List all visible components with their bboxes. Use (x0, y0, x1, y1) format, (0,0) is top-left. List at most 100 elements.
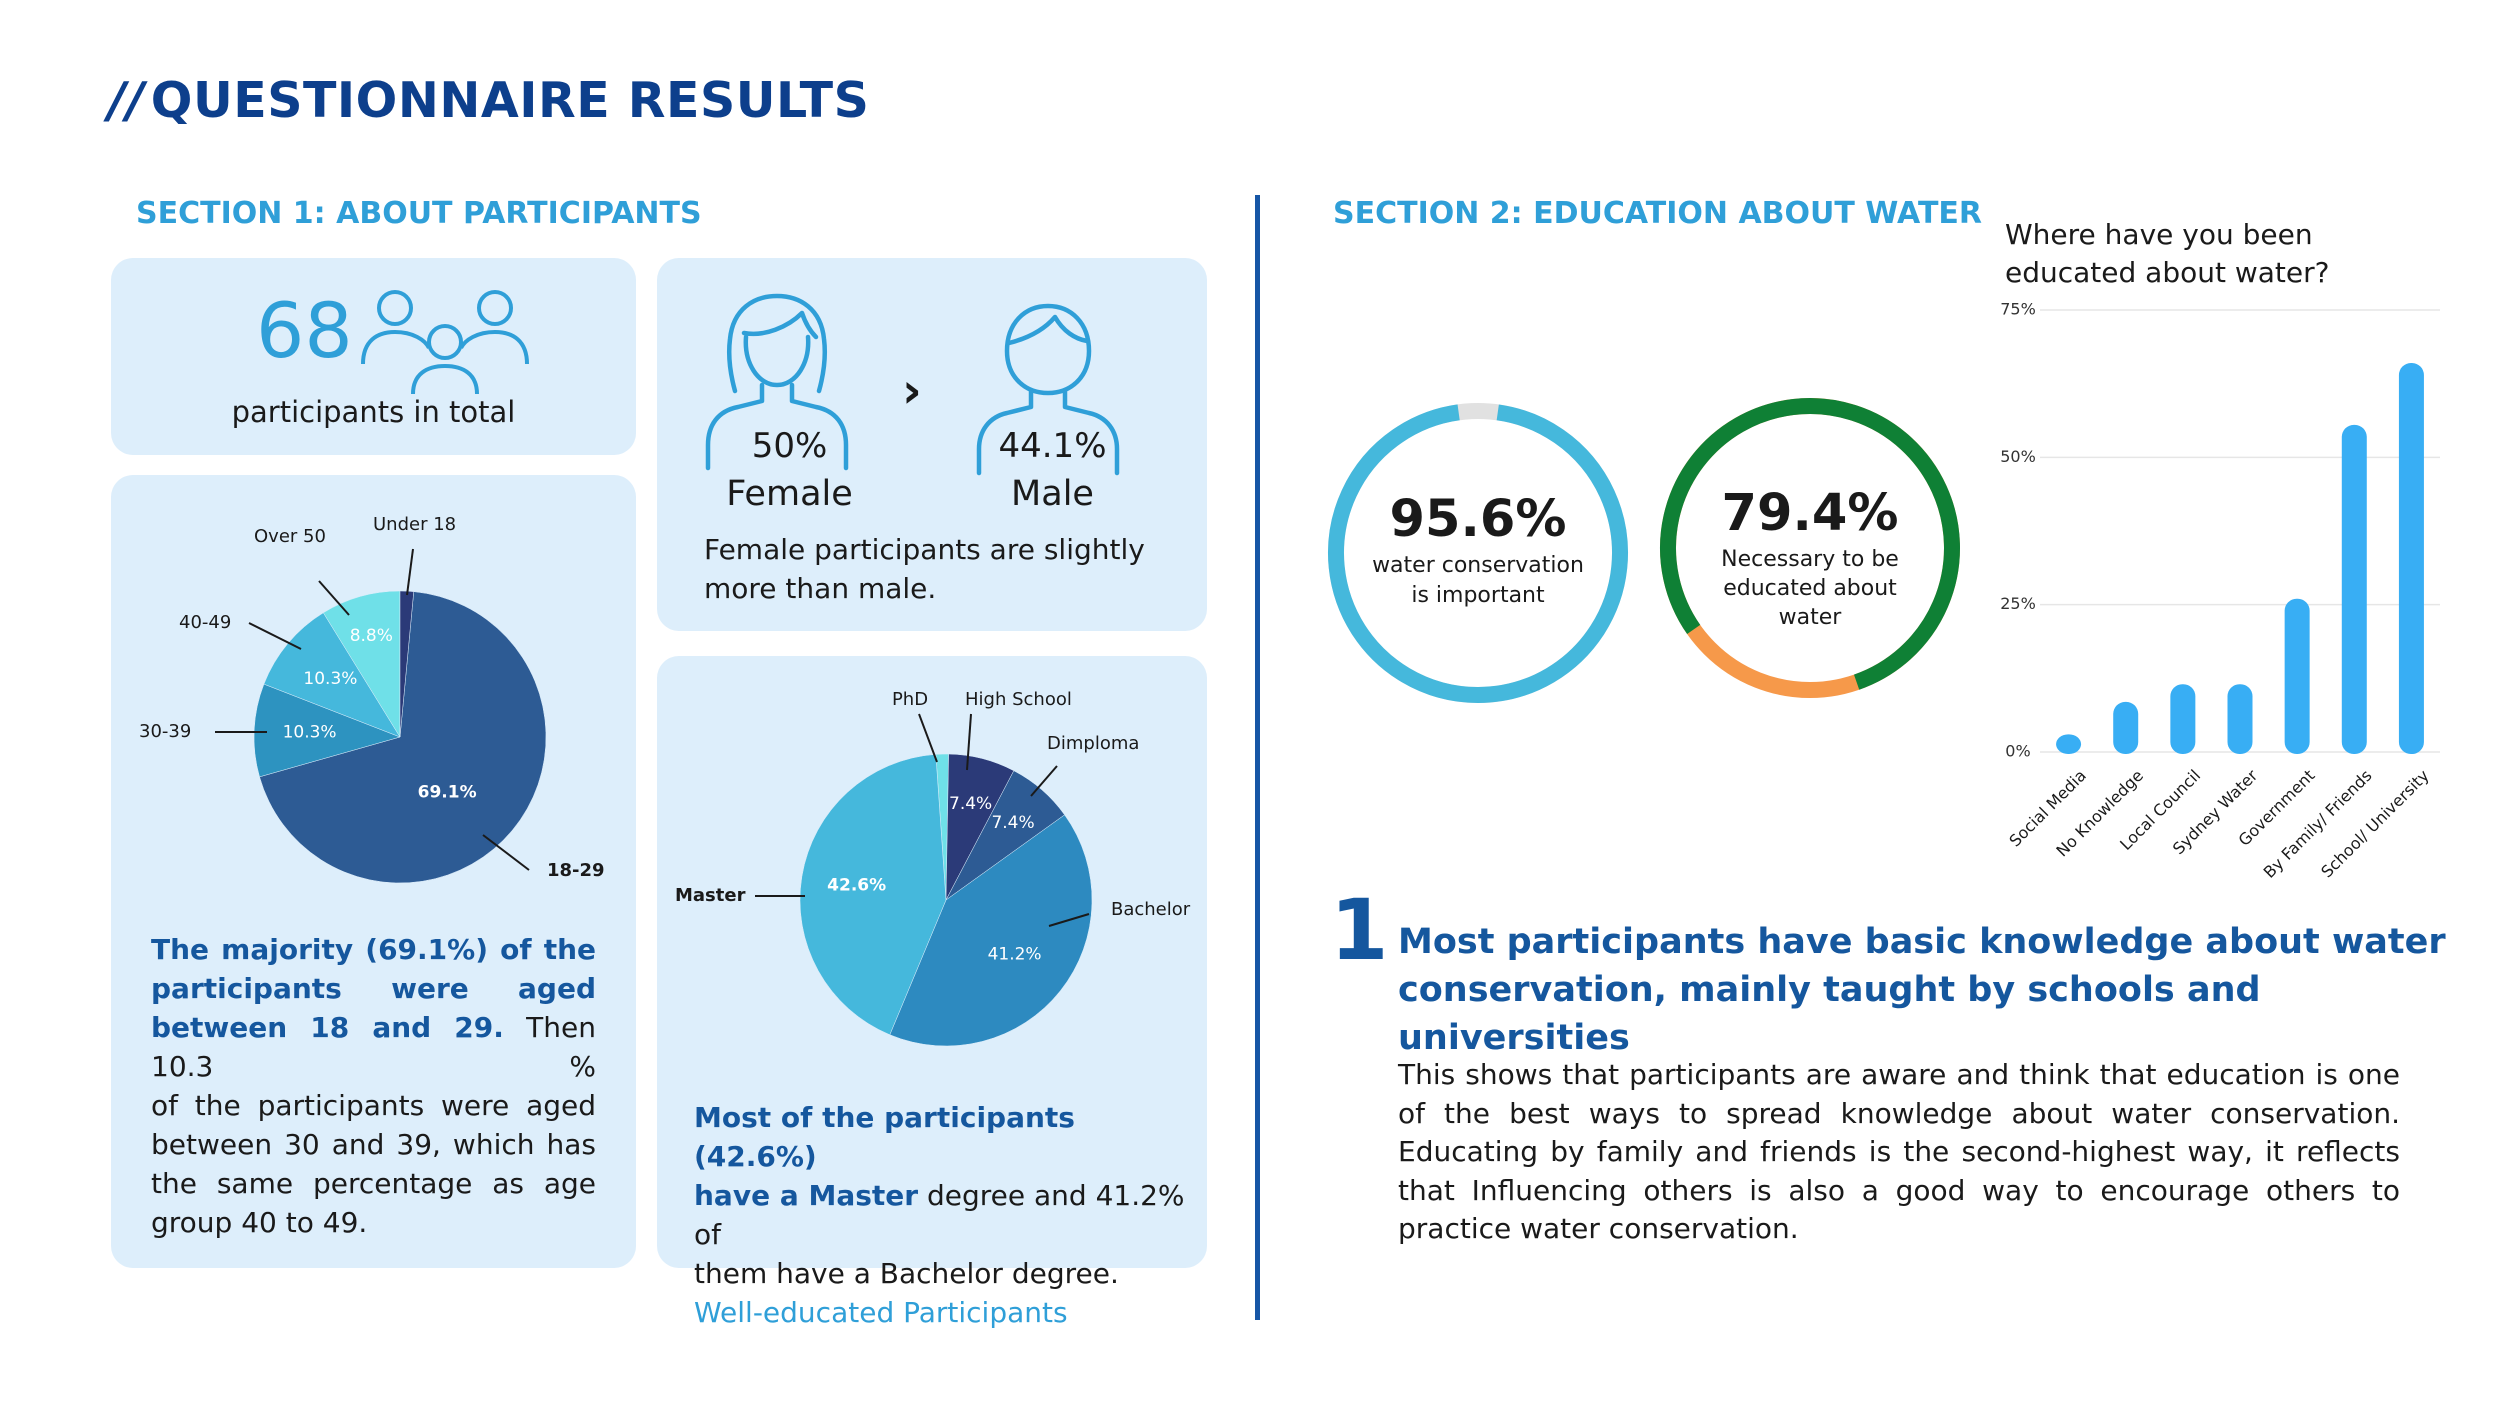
y-tick-label: 75% (2000, 300, 2036, 319)
callout-line (318, 580, 350, 616)
finding-body-line: This shows that participants are aware a… (1398, 1058, 2400, 1091)
pie-slice-bachelor (889, 814, 1093, 1047)
bar-local-council (2170, 684, 2196, 754)
ring1-label-line: is important (1411, 583, 1545, 608)
pie-slice-label: 10.3% (283, 723, 337, 743)
bar-chart-title: Where have you been educated about water… (2005, 216, 2330, 292)
finding-heading: Most participants have basic knowledge a… (1398, 918, 2446, 1062)
callout-line (1048, 913, 1090, 927)
bar-school-university (2398, 363, 2424, 754)
pie-slice-label: 10.3% (303, 669, 357, 689)
education-summary-line: have a Master degree and 41.2% of (694, 1179, 1185, 1251)
bar-by-family-friends (2341, 424, 2367, 754)
finding-number: 1 (1330, 881, 1389, 979)
gender-comparator: › (902, 363, 922, 419)
y-tick-label: 25% (2000, 594, 2036, 613)
bar-social-media (2056, 734, 2082, 754)
category-label: Under 18 (373, 514, 456, 535)
page-title: //QUESTIONNAIRE RESULTS (108, 72, 869, 129)
y-tick-label: 50% (2000, 447, 2036, 466)
gender-card: › 50% Female 44.1% Male Female participa… (657, 258, 1207, 631)
finding-body-line: of the best ways to spread knowledge abo… (1398, 1096, 2400, 1130)
people-icon (361, 290, 529, 395)
finding-body: This shows that participants are aware a… (1398, 1056, 2400, 1249)
education-pie-chart: 7.4%7.4% 41.2% 42.6% PhD High School Dimploma… (675, 689, 1191, 1047)
pie-slice-label: 69.1% (418, 783, 477, 803)
section1-heading: SECTION 1: ABOUT PARTICIPANTS (136, 196, 702, 231)
ring2-label-line: educated about (1723, 576, 1897, 601)
category-label: 18-29 (547, 860, 605, 881)
education-card: 7.4% 7.4% 41.2% 42.6% PhD High School Dimploma… (657, 656, 1207, 1329)
y-tick-label: 0% (2005, 742, 2030, 761)
finding-body-line: that Influencing others is also a good w… (1398, 1173, 2400, 1207)
participants-count: 68 (256, 286, 353, 375)
ring2-label: Necessary to be educated about water (1650, 545, 1970, 632)
age-card: 69.1% 10.3% 10.3% 8.8% 18-29 30-39 40-49 Over 5… (111, 475, 636, 1268)
callout-line (482, 834, 530, 871)
ring-necessary-educated (1660, 398, 1960, 698)
callout-line (918, 713, 938, 763)
ring1-label-line: water conservation (1372, 553, 1584, 578)
finding-heading-line: conservation, mainly taught by schools a… (1398, 970, 2261, 1010)
title-text: QUESTIONNAIRE RESULTS (150, 72, 870, 129)
education-summary-line: them have a Bachelor degree. (694, 1257, 1119, 1290)
age-summary: The majority (69.1%) of the participants… (151, 930, 596, 1242)
section2-heading: SECTION 2: EDUCATION ABOUT WATER (1333, 196, 1982, 231)
education-summary: Most of the participants (42.6%) have a … (694, 1098, 1207, 1332)
bar-no-knowledge (2113, 701, 2139, 754)
category-label: Master (675, 885, 746, 906)
pie-slice-30-39 (253, 683, 401, 778)
callout-line (248, 622, 302, 650)
participants-card: 68 participants in total (111, 258, 636, 455)
category-label: Dimploma (1047, 733, 1139, 754)
category-label: PhD (892, 689, 928, 710)
title-slashes: // (108, 72, 145, 129)
pie-slice-18-29 (259, 591, 547, 884)
male-label: Male (1011, 474, 1094, 514)
pie-slice-master (799, 754, 947, 1036)
bar-sydney-water (2227, 684, 2253, 754)
ring2-label-line: Necessary to be (1721, 547, 1899, 572)
ring2-label-line: water (1778, 605, 1842, 630)
pie-slice-label: 7.4% (991, 813, 1034, 833)
ring1-value: 95.6% (1389, 490, 1567, 549)
age-summary-line: between 18 and 29. Then 10.3 % (151, 1011, 596, 1083)
age-pie-chart: 69.1% 10.3% 10.3% 8.8% 18-29 30-39 40-49 Over 5… (139, 514, 605, 884)
age-summary-line: between 30 and 39, which has (151, 1128, 596, 1161)
male-icon (976, 303, 1120, 476)
education-tagline: Well-educated Participants (694, 1296, 1068, 1329)
female-icon (705, 293, 849, 471)
pie-slice-40-49 (263, 612, 401, 738)
gender-note-line: more than male. (704, 572, 937, 605)
male-percent: 44.1% (998, 426, 1107, 466)
callout-line (406, 548, 414, 596)
age-summary-line: the same percentage as age (151, 1167, 596, 1200)
bar-chart-title-line: Where have you been (2005, 218, 2313, 251)
education-summary-line: Most of the participants (42.6%) (694, 1101, 1075, 1173)
bar-chart-title-line: educated about water? (2005, 256, 2330, 289)
finding-heading-line: Most participants have basic knowledge a… (1398, 922, 2446, 962)
ring2-value-arc (1660, 398, 1960, 690)
gender-note-line: Female participants are slightly (704, 533, 1145, 566)
x-tick-label: School/ University (2317, 766, 2432, 881)
pie-slice-label: 8.8% (350, 626, 393, 646)
age-summary-line: of the participants were aged (151, 1089, 596, 1122)
category-label: High School (965, 689, 1072, 710)
pie-slice-label: 42.6% (827, 875, 886, 895)
ring-water-conservation-important (1328, 403, 1628, 703)
ring2-text: 79.4% Necessary to be educated about wat… (1650, 484, 1970, 632)
age-summary-line: The majority (69.1%) of the (151, 933, 597, 966)
x-tick-label: By Family/ Friends (2260, 766, 2376, 882)
ring2-value: 79.4% (1721, 484, 1899, 543)
female-percent: 50% (751, 426, 828, 466)
ring1-label: water conservation is important (1318, 551, 1638, 611)
pie-slice-over-50 (322, 590, 401, 738)
bar-government (2284, 598, 2310, 754)
female-label: Female (726, 474, 853, 514)
finding-body-line: practice water conservation. (1398, 1212, 1799, 1245)
section-divider (1255, 195, 1260, 1320)
category-label: 30-39 (139, 721, 191, 742)
ring1-value-arc (1328, 404, 1628, 703)
callout-line (966, 713, 972, 771)
